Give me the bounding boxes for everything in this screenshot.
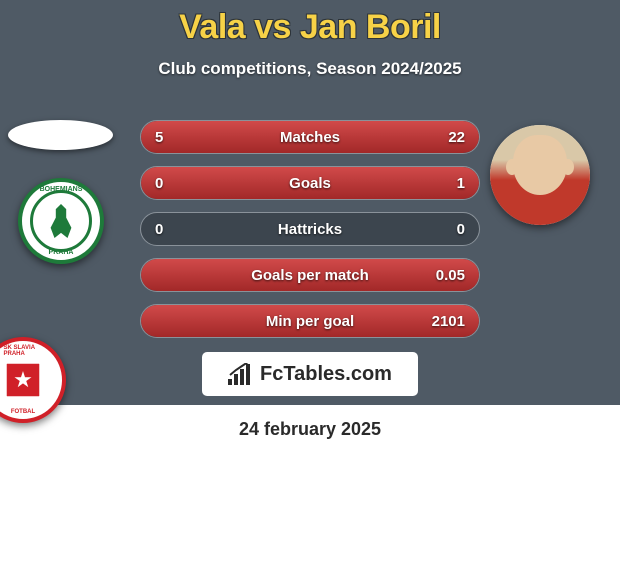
watermark[interactable]: FcTables.com <box>202 352 418 396</box>
kangaroo-icon <box>48 204 74 238</box>
subtitle: Club competitions, Season 2024/2025 <box>0 59 620 79</box>
stat-row-gpm: Goals per match 0.05 <box>140 258 480 292</box>
club-left-name-bottom: PRAHA <box>49 249 74 256</box>
stat-label: Min per goal <box>266 313 354 330</box>
stat-fill-right <box>202 121 479 153</box>
stat-row-hattricks: 0 Hattricks 0 <box>140 212 480 246</box>
star-icon: ★ <box>13 367 33 393</box>
player-right-avatar <box>490 125 590 225</box>
player-left-avatar <box>8 120 113 150</box>
stats-container: 5 Matches 22 0 Goals 1 0 Hattricks 0 Goa… <box>140 120 480 350</box>
club-left-badge: BOHEMIANS PRAHA <box>18 178 104 264</box>
stat-fill-left <box>141 121 202 153</box>
club-right-name-top: SK SLAVIA PRAHA <box>4 345 43 357</box>
stat-label: Goals <box>289 175 331 192</box>
stat-left-value: 0 <box>155 175 163 192</box>
page-title: Vala vs Jan Boril <box>0 0 620 47</box>
stat-row-goals: 0 Goals 1 <box>140 166 480 200</box>
stat-label: Matches <box>280 129 340 146</box>
stat-label: Hattricks <box>278 221 342 238</box>
stat-right-value: 22 <box>448 129 465 146</box>
watermark-text: FcTables.com <box>260 363 392 386</box>
stat-row-mpg: Min per goal 2101 <box>140 304 480 338</box>
stat-right-value: 2101 <box>432 313 465 330</box>
stat-row-matches: 5 Matches 22 <box>140 120 480 154</box>
stat-left-value: 0 <box>155 221 163 238</box>
stat-left-value: 5 <box>155 129 163 146</box>
stat-right-value: 0.05 <box>436 267 465 284</box>
stat-label: Goals per match <box>251 267 369 284</box>
club-left-name-top: BOHEMIANS <box>40 186 83 193</box>
club-right-name-bottom: FOTBAL <box>11 409 35 415</box>
stat-right-value: 0 <box>457 221 465 238</box>
date-text: 24 february 2025 <box>0 419 620 440</box>
stats-card: Vala vs Jan Boril Club competitions, Sea… <box>0 0 620 405</box>
stat-right-value: 1 <box>457 175 465 192</box>
club-right-badge: SK SLAVIA PRAHA ★ FOTBAL <box>0 337 66 423</box>
chart-icon <box>228 363 254 385</box>
